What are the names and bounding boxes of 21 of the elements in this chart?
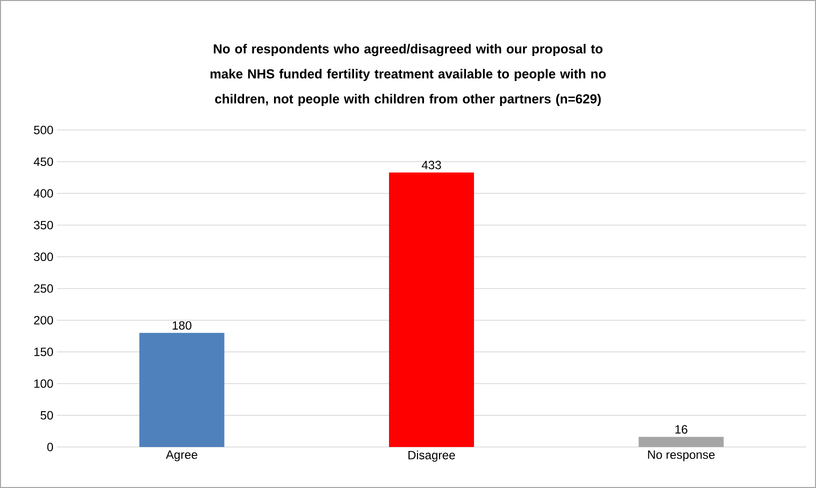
data-label: 16	[675, 425, 688, 434]
y-tick-label: 0	[47, 442, 54, 452]
x-tick-label: No response	[648, 450, 715, 462]
y-tick-label: 250	[34, 284, 54, 293]
y-tick-label: 400	[34, 189, 54, 198]
y-tick-label: 50	[40, 411, 54, 420]
bar	[638, 436, 724, 447]
bar	[139, 332, 224, 447]
y-tick-label: 200	[34, 316, 54, 324]
x-tick-label: Agree	[166, 450, 198, 462]
data-label: 180	[172, 321, 192, 330]
y-tick-label: 150	[34, 348, 54, 356]
chart-title: No of respondents who agreed/disagreed with our proposal to make NHS funded fertility treatment available to people with no children, not people with children from other partners (n=629)	[210, 44, 606, 106]
bar	[389, 172, 474, 447]
y-tick-label: 500	[34, 126, 54, 134]
y-tick-label: 350	[34, 220, 54, 230]
y-tick-label: 450	[34, 157, 54, 166]
y-tick-label: 100	[34, 379, 54, 388]
y-tick-label: 300	[34, 252, 54, 262]
data-label: 433	[422, 160, 441, 170]
x-tick-label: Disagree	[408, 450, 455, 462]
